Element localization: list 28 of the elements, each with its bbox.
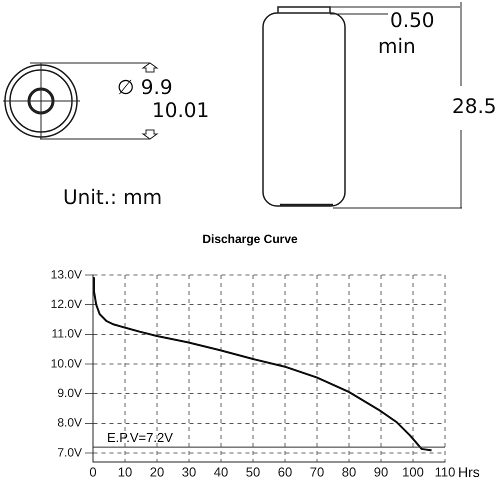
y-tick-label: 11.0V: [52, 326, 82, 341]
chart-title: Discharge Curve: [201, 232, 299, 246]
y-tick-label: 10.0V: [50, 356, 82, 370]
ref-line-label: E.P.V=7.2V: [107, 430, 174, 446]
text: 28.5: [452, 94, 497, 118]
x-tick-label: 0: [89, 464, 97, 480]
y-tick-label: 7.0V: [57, 445, 82, 460]
x-axis-title: Hrs: [458, 464, 480, 480]
text: min: [378, 34, 416, 58]
x-tick-label: 20: [150, 464, 164, 480]
text: 10.01: [152, 98, 210, 122]
x-tick-label: 90: [374, 464, 388, 480]
y-tick-label: 13.0V: [50, 267, 82, 282]
x-tick-label: 80: [342, 464, 356, 480]
x-tick-label: 50: [246, 464, 260, 480]
y-tick-label: 9.0V: [57, 386, 82, 400]
x-tick-label: 10: [118, 464, 132, 480]
text: 0.50: [390, 8, 435, 32]
x-tick-label: 60: [278, 464, 292, 480]
text: Unit.: mm: [63, 185, 162, 209]
y-tick-label: 8.0V: [57, 416, 82, 430]
x-tick-label: 30: [182, 464, 196, 480]
text: ∅ 9.9: [117, 75, 173, 99]
x-tick-label: 110: [434, 464, 456, 480]
x-tick-label: 70: [310, 464, 324, 480]
x-tick-label: 100: [402, 464, 424, 480]
x-tick-label: 40: [214, 464, 228, 480]
y-tick-label: 12.0V: [50, 296, 82, 311]
